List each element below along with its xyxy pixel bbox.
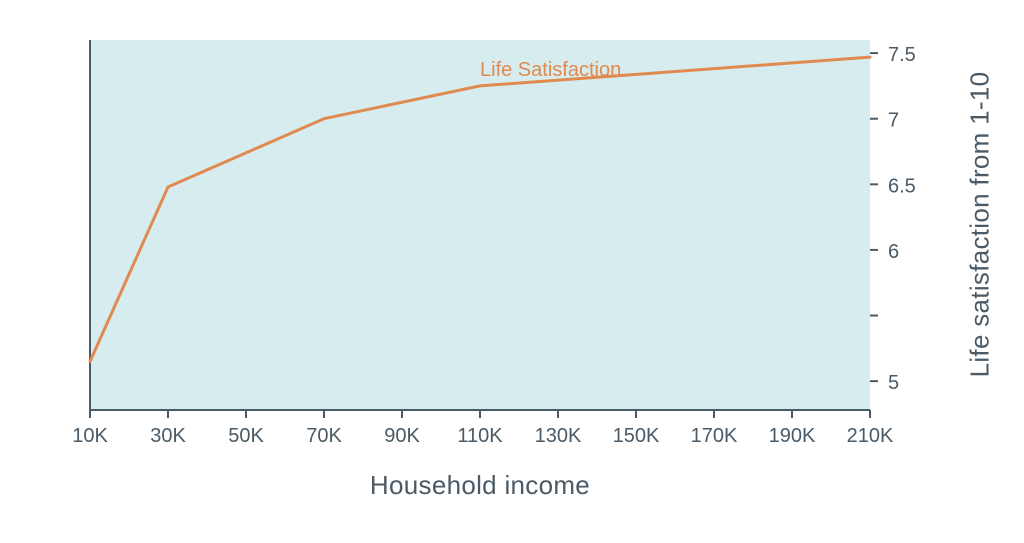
x-tick-label: 190K (769, 425, 816, 447)
x-tick-label: 70K (306, 425, 342, 447)
x-tick-label: 170K (691, 425, 738, 447)
y-tick-label: 7.5 (888, 44, 916, 66)
series-label: Life Satisfaction (480, 59, 621, 81)
plot-area (90, 40, 870, 410)
y-tick-label: 6.5 (888, 175, 916, 197)
x-axis-title: Household income (90, 470, 870, 501)
x-tick-label: 50K (228, 425, 264, 447)
y-tick-label: 5 (888, 372, 899, 394)
y-tick-label: 7 (888, 110, 899, 132)
chart-container: 10K 30K 50K 70K 90K 110K 130K 150K 170K 190K 210K 5… (0, 0, 1024, 543)
y-axis-title: Life satisfaction from 1-10 (965, 65, 996, 385)
x-tick-label: 130K (535, 425, 582, 447)
y-tick-label: 6 (888, 241, 899, 263)
x-tick-label: 110K (457, 425, 503, 447)
x-tick-label: 30K (150, 425, 186, 447)
x-tick-label: 10K (72, 425, 108, 447)
x-tick-label: 150K (613, 425, 660, 447)
x-tick-label: 90K (384, 425, 420, 447)
line-chart: 10K 30K 50K 70K 90K 110K 130K 150K 170K 190K 210K 5… (0, 0, 1024, 543)
x-tick-label: 210K (847, 425, 894, 447)
